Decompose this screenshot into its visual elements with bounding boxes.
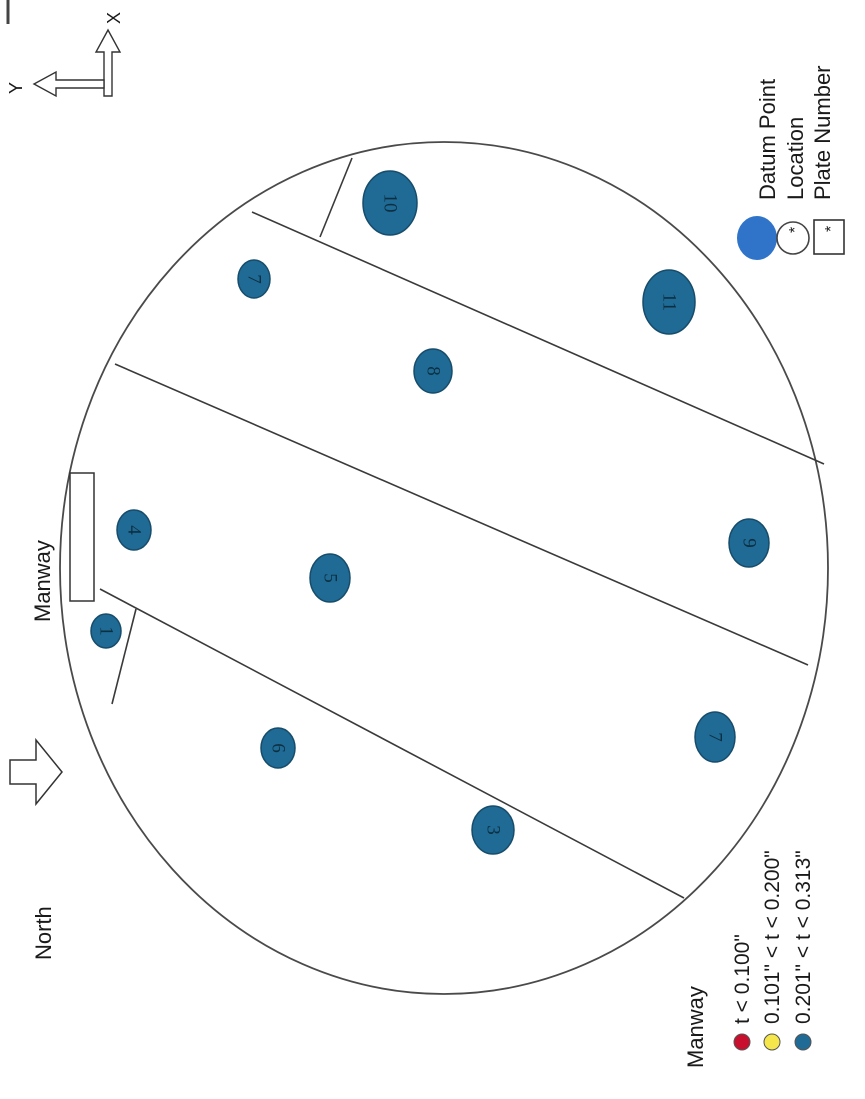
manway-opening bbox=[69, 472, 95, 602]
plate-number-label: 3 bbox=[483, 825, 504, 835]
thickness-legend: t < 0.100" 0.101" < t < 0.200" 0.201" < … bbox=[731, 850, 815, 1051]
datum-point: 10 bbox=[362, 170, 418, 236]
legend-label-thin: t < 0.100" bbox=[731, 934, 754, 1024]
legend-swatch-red bbox=[733, 1033, 751, 1051]
plate-number-label: 7 bbox=[244, 274, 265, 284]
legend-location-marker: * bbox=[787, 227, 804, 233]
legend-swatch-blue bbox=[794, 1033, 812, 1051]
datum-point-marker bbox=[362, 170, 418, 236]
plate-number-label: 6 bbox=[268, 743, 289, 753]
legend-label-thick: 0.201" < t < 0.313" bbox=[792, 850, 815, 1024]
plate-number-label: 4 bbox=[124, 525, 145, 535]
seam-line bbox=[111, 608, 137, 705]
datum-point: 5 bbox=[309, 553, 351, 603]
datum-point: 3 bbox=[471, 805, 515, 855]
plate-number-label: 11 bbox=[659, 293, 680, 311]
legend-datum-point-label: Datum Point bbox=[755, 79, 780, 200]
manway-label-bottom: Manway bbox=[683, 986, 708, 1068]
plate-number-label: 8 bbox=[423, 366, 444, 376]
legend-plate-number-icon bbox=[813, 219, 845, 255]
legend-swatch-yellow bbox=[763, 1033, 781, 1051]
plate-number-label: 5 bbox=[320, 573, 341, 583]
datum-point: 9 bbox=[728, 518, 770, 568]
seam-line bbox=[99, 588, 685, 899]
datum-point: 7 bbox=[237, 259, 271, 299]
datum-point-marker bbox=[260, 727, 296, 769]
datum-point: 1 bbox=[90, 613, 122, 649]
legend-label-medium: 0.101" < t < 0.200" bbox=[761, 850, 784, 1024]
north-label: North bbox=[31, 906, 56, 960]
manway-label-top: Manway bbox=[30, 540, 55, 622]
datum-point-marker bbox=[116, 509, 152, 551]
datum-point-marker bbox=[90, 613, 122, 649]
datum-point-marker bbox=[694, 711, 736, 763]
datum-point: 6 bbox=[260, 727, 296, 769]
seam-line bbox=[251, 211, 825, 465]
legend-location-label: Location bbox=[783, 117, 808, 200]
datum-point-marker bbox=[309, 553, 351, 603]
y-axis-label: Y bbox=[6, 82, 26, 94]
datum-point-marker bbox=[413, 348, 453, 394]
plate-seams bbox=[99, 157, 825, 899]
north-arrow-icon bbox=[9, 737, 63, 807]
legend-location-icon bbox=[776, 221, 810, 255]
datum-point: 11 bbox=[642, 269, 696, 335]
x-axis-label: X bbox=[104, 12, 124, 24]
symbol-legend: Datum Point * Location * Plate Number bbox=[737, 65, 845, 260]
plate-number-label: 9 bbox=[739, 538, 760, 548]
plate-number-label: 1 bbox=[96, 626, 117, 636]
datum-point-marker bbox=[237, 259, 271, 299]
datum-point: 7 bbox=[694, 711, 736, 763]
tank-floor-outline bbox=[59, 141, 829, 995]
seam-line bbox=[114, 363, 809, 666]
x-axis-arrow-icon bbox=[94, 28, 122, 97]
y-axis-arrow-icon bbox=[32, 70, 105, 98]
legend-datum-point-icon bbox=[737, 216, 777, 260]
legend-plate-number-label: Plate Number bbox=[810, 65, 835, 200]
datum-point-marker bbox=[642, 269, 696, 335]
datum-point: 4 bbox=[116, 509, 152, 551]
datum-point-marker bbox=[728, 518, 770, 568]
seam-line bbox=[319, 157, 353, 238]
datum-point-marker bbox=[471, 805, 515, 855]
plate-number-label: 10 bbox=[380, 194, 401, 213]
datum-points: 1 4 7 5 3 6 9 7 8 10 11 bbox=[90, 170, 770, 855]
plate-number-label: 7 bbox=[705, 732, 726, 742]
legend-plate-number-marker: * bbox=[823, 226, 840, 232]
datum-point: 8 bbox=[413, 348, 453, 394]
